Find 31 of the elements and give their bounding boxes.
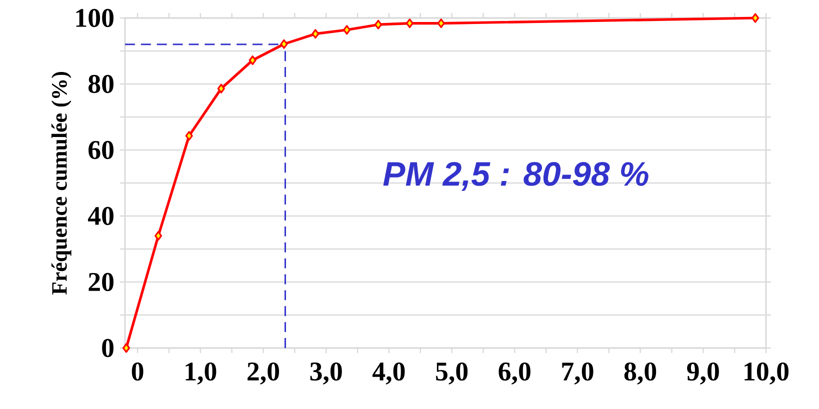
- y-tick-label: 100: [76, 8, 114, 28]
- y-tick-label: 0: [102, 338, 114, 358]
- point: [248, 55, 256, 66]
- point: [217, 84, 225, 94]
- point: [374, 20, 382, 30]
- annotation: PM 2,5 : 80-98 %: [383, 162, 648, 191]
- point: [437, 18, 445, 28]
- x-tick-label: 8,0: [624, 362, 656, 385]
- x-tick-label: 4,0: [372, 362, 405, 385]
- point: [752, 13, 760, 23]
- point: [343, 25, 351, 35]
- y-tick-label: 40: [88, 206, 114, 226]
- x-tick-label: 9,0: [687, 362, 719, 385]
- x-tick-label: 2,0: [248, 362, 280, 385]
- x-tick-label: 3,0: [310, 362, 342, 385]
- y-tick-label: 20: [88, 272, 114, 292]
- y-tick-label: 80: [88, 74, 114, 94]
- x-tick-label: 5,0: [436, 362, 468, 385]
- y-tick-label: 60: [88, 140, 114, 160]
- point: [185, 131, 193, 141]
- point: [122, 343, 130, 353]
- y-axis-title: Fréquence cumulée (%): [51, 72, 72, 295]
- point: [280, 39, 288, 49]
- x-tick-label: 7,0: [562, 362, 594, 385]
- point: [406, 18, 414, 28]
- point: [154, 231, 162, 241]
- x-tick-label: 6,0: [498, 362, 530, 385]
- x-tick-label: 1,0: [186, 362, 216, 385]
- point: [312, 29, 320, 39]
- x-tick-label: 0: [132, 362, 144, 381]
- x-tick-label: 10,0: [744, 362, 789, 385]
